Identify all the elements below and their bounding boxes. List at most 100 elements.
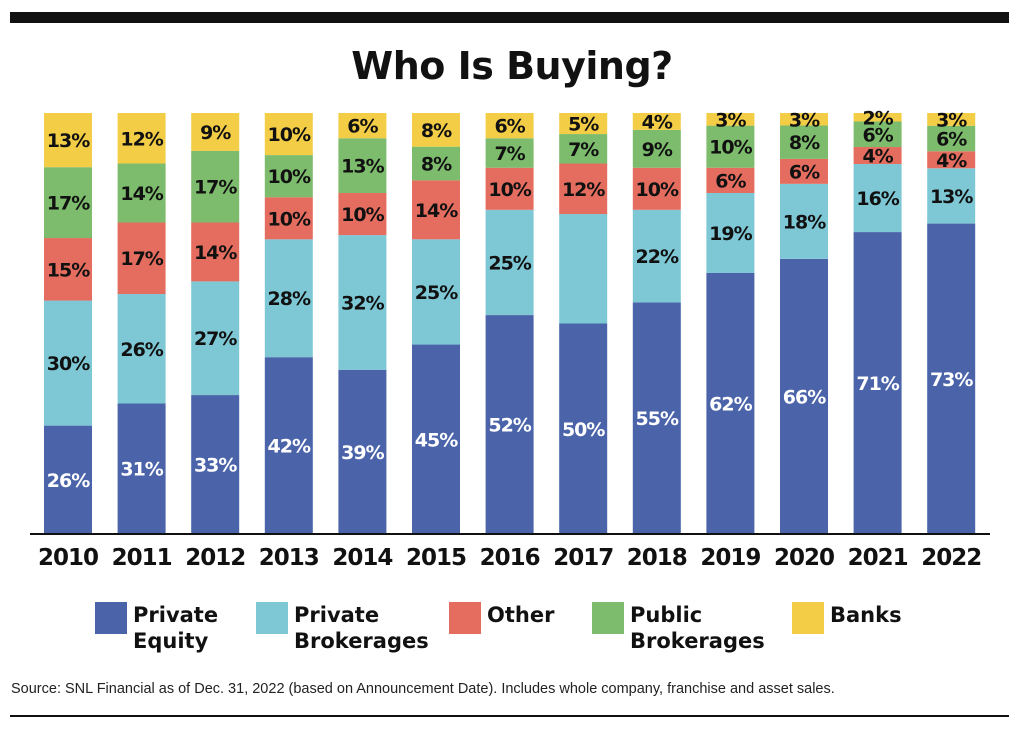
- data-label: 8%: [789, 132, 820, 154]
- data-label: 42%: [268, 436, 311, 458]
- data-label: 26%: [47, 470, 90, 492]
- legend-swatch: [95, 602, 127, 634]
- data-label: 28%: [268, 288, 311, 310]
- data-label: 4%: [936, 150, 967, 172]
- data-label: 27%: [194, 328, 237, 350]
- x-tick-label: 2017: [553, 545, 613, 571]
- bar-segment-2010-4: [44, 113, 92, 168]
- legend-label: Private Brokerages: [294, 603, 429, 653]
- data-label: 17%: [47, 193, 90, 215]
- data-label: 16%: [856, 188, 899, 210]
- legend-swatch: [792, 602, 824, 634]
- bar-segment-2012-2: [191, 222, 240, 282]
- data-label: 71%: [856, 373, 899, 395]
- data-label: 3%: [936, 109, 967, 131]
- data-label: 17%: [120, 248, 163, 270]
- data-label: 17%: [194, 177, 237, 199]
- bar-segment-2018-1: [632, 209, 681, 303]
- legend-label: Banks: [830, 603, 902, 627]
- bar-segment-2014-2: [338, 192, 387, 236]
- data-label: 9%: [642, 139, 673, 161]
- x-tick-label: 2022: [921, 545, 981, 571]
- data-label: 10%: [636, 179, 679, 201]
- data-label: 10%: [709, 137, 752, 159]
- bar-segment-2015-3: [412, 146, 460, 181]
- bar-segment-2012-4: [191, 113, 240, 151]
- data-label: 3%: [715, 109, 746, 131]
- bar-segment-2021-0: [853, 232, 902, 534]
- data-label: 3%: [789, 109, 820, 131]
- data-label: 6%: [789, 161, 820, 183]
- x-tick-label: 2016: [480, 545, 540, 571]
- data-label: 4%: [862, 146, 893, 168]
- chart-title: Who Is Buying?: [351, 44, 673, 88]
- bar-segment-2019-0: [706, 272, 755, 534]
- bar-segment-2012-1: [191, 281, 240, 396]
- data-label: 7%: [494, 143, 525, 165]
- bar-segment-2015-1: [412, 239, 460, 345]
- bar-segment-2021-4: [853, 113, 902, 122]
- legend-swatch: [592, 602, 624, 634]
- bar-segment-2017-0: [559, 323, 608, 534]
- bar-segment-2018-4: [632, 113, 681, 130]
- data-label: 22%: [636, 246, 679, 268]
- data-label: 73%: [930, 369, 973, 391]
- data-label: 30%: [47, 353, 90, 375]
- data-label: 12%: [120, 128, 163, 150]
- bar-segment-2010-2: [44, 238, 92, 301]
- bar-segment-2016-4: [485, 113, 534, 139]
- bar-segment-2010-3: [44, 167, 92, 239]
- data-label: 6%: [494, 116, 525, 138]
- bar-segment-2020-0: [780, 258, 828, 534]
- bar-segment-2022-0: [927, 223, 976, 534]
- data-label: 10%: [488, 179, 531, 201]
- data-label: 10%: [341, 204, 384, 226]
- bar-segment-2020-1: [780, 183, 828, 259]
- data-label: 7%: [568, 139, 599, 161]
- bar-segment-2019-3: [706, 125, 755, 168]
- data-label: 15%: [47, 259, 90, 281]
- bar-segment-2021-1: [853, 164, 902, 233]
- bar-segment-2018-3: [632, 129, 681, 168]
- bar-segment-2022-4: [927, 113, 976, 126]
- bar-segment-2017-2: [559, 163, 608, 215]
- data-label: 9%: [200, 122, 231, 144]
- bar-segment-2022-3: [927, 125, 976, 152]
- x-tick-label: 2014: [332, 545, 392, 571]
- data-label: 18%: [783, 211, 826, 233]
- data-label: 50%: [562, 419, 605, 441]
- data-label: 4%: [642, 111, 673, 133]
- bar-segment-2013-0: [264, 357, 313, 534]
- bar-segment-2014-1: [338, 235, 387, 370]
- bar-segment-2011-2: [117, 222, 166, 295]
- x-tick-label: 2021: [848, 545, 908, 571]
- data-label: 6%: [347, 116, 378, 138]
- data-label: 14%: [194, 242, 237, 264]
- legend: Private Equity Private Brokerages Other Publi…: [95, 600, 1024, 670]
- bar-segment-2022-1: [927, 168, 976, 224]
- x-tick-label: 2015: [406, 545, 466, 571]
- legend-label: Other: [487, 603, 555, 627]
- data-label: 31%: [120, 459, 163, 481]
- data-label: 39%: [341, 442, 384, 464]
- bar-segment-2015-2: [412, 180, 460, 240]
- x-tick-label: 2020: [774, 545, 834, 571]
- data-label: 13%: [930, 186, 973, 208]
- bar-segment-2016-3: [485, 138, 534, 168]
- bar-segment-2019-4: [706, 113, 755, 126]
- legend-label: Private Equity: [133, 603, 219, 653]
- bar-segment-2014-3: [338, 138, 387, 193]
- bar-segment-2017-4: [559, 113, 608, 135]
- data-label: 26%: [120, 339, 163, 361]
- bar-segment-2011-1: [117, 294, 166, 404]
- x-tick-label: 2018: [627, 545, 687, 571]
- data-label: 6%: [862, 124, 893, 146]
- legend-label: Public Brokerages: [630, 603, 765, 653]
- bar-segment-2012-3: [191, 150, 240, 223]
- source-note: Source: SNL Financial as of Dec. 31, 202…: [11, 681, 835, 697]
- data-label: 10%: [268, 166, 311, 188]
- x-tick-label: 2013: [259, 545, 319, 571]
- bar-segment-2015-0: [412, 344, 460, 534]
- bar-segment-2014-4: [338, 113, 387, 139]
- data-label: 8%: [421, 120, 452, 142]
